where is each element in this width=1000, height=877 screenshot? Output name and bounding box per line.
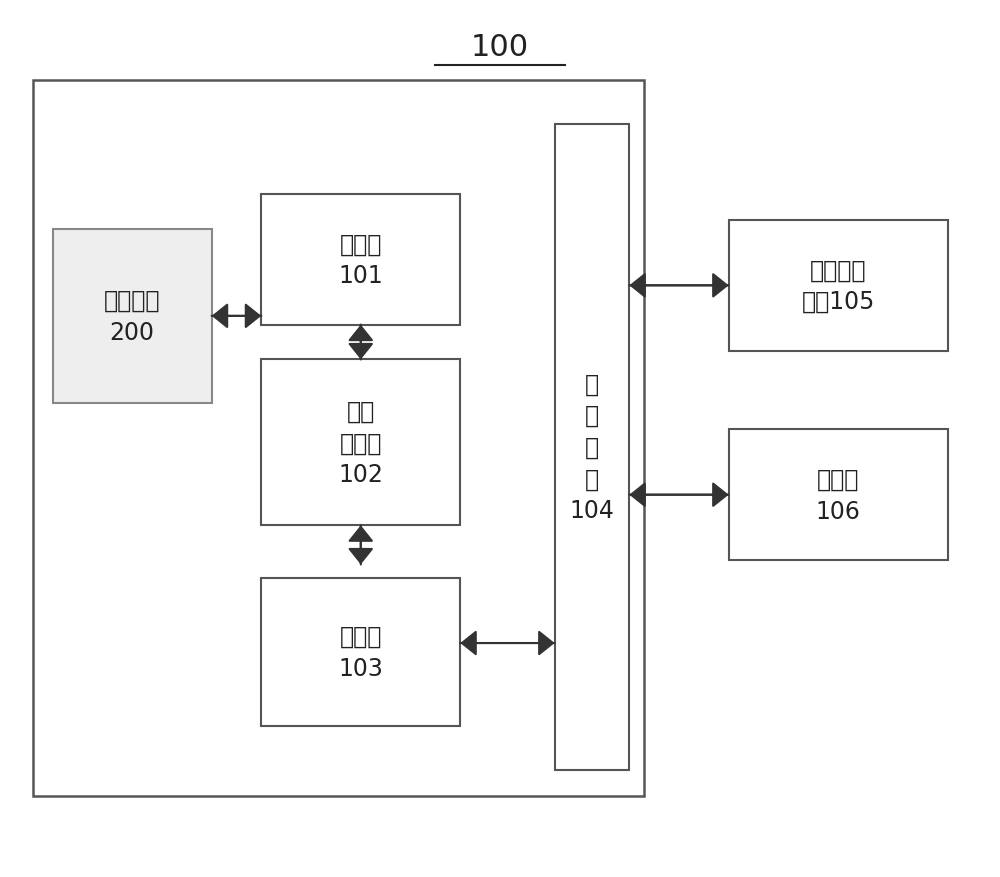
Text: 处理器
103: 处理器 103 — [338, 624, 383, 680]
Bar — [261, 578, 460, 726]
Bar — [261, 195, 460, 325]
Bar — [555, 125, 629, 770]
Bar — [729, 430, 948, 560]
Bar — [53, 230, 212, 403]
Text: 外
设
接
口
104: 外 设 接 口 104 — [570, 372, 614, 523]
Text: 存储
控制器
102: 存储 控制器 102 — [338, 399, 383, 487]
Bar — [261, 360, 460, 525]
Text: 摄像头
106: 摄像头 106 — [816, 467, 861, 523]
Text: 100: 100 — [471, 33, 529, 62]
Text: 存储器
101: 存储器 101 — [338, 232, 383, 288]
Text: 监控装置
200: 监控装置 200 — [104, 289, 160, 345]
Bar — [729, 221, 948, 352]
Text: 输入输出
单元105: 输入输出 单元105 — [801, 258, 875, 314]
Bar — [33, 82, 644, 795]
